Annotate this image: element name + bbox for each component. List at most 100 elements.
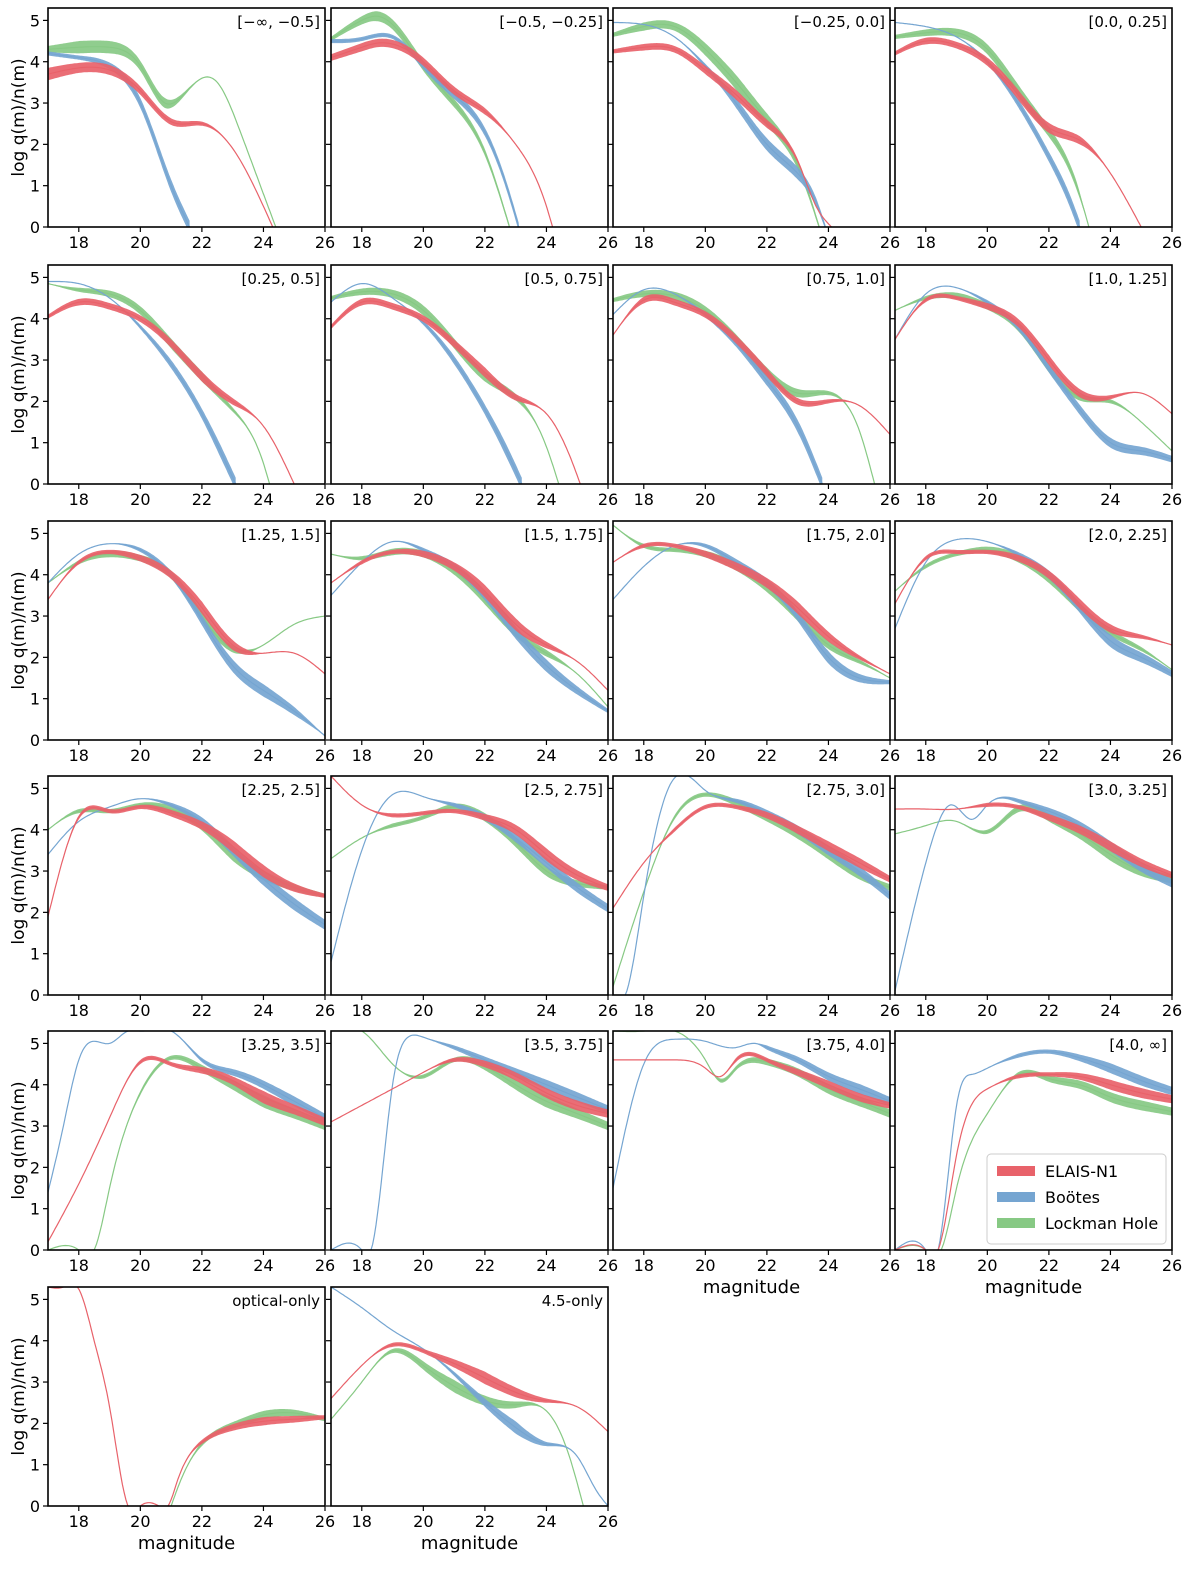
- series-lh: [613, 20, 820, 227]
- x-tick-label: 18: [352, 1001, 372, 1020]
- series-lh-band: [895, 804, 1172, 884]
- series-en1-line: [895, 39, 1142, 227]
- panel-label: [1.75, 2.0]: [807, 526, 886, 544]
- series-bootes-band: [48, 543, 325, 736]
- series-lh-band: [613, 20, 820, 227]
- plot-area: [895, 537, 1172, 678]
- x-tick-label: 20: [130, 233, 150, 252]
- panel-label: [4.0, ∞]: [1109, 1036, 1167, 1054]
- panel-9: 18 20 22 24 26 [1.5, 1.75]: [326, 520, 618, 765]
- x-tick-label: 20: [413, 1512, 433, 1531]
- x-tick-label: 20: [413, 746, 433, 765]
- series-en1: [895, 549, 1172, 646]
- panel-6: 18 20 22 24 26 [0.75, 1.0]: [608, 264, 900, 509]
- axes-frame: [612, 1030, 891, 1251]
- y-tick-label: 2: [30, 648, 40, 667]
- plot-area: [331, 540, 608, 714]
- x-tick-label: 18: [69, 1256, 89, 1275]
- series-lh-band: [331, 11, 510, 227]
- x-tick-label: 22: [475, 1001, 495, 1020]
- y-axis-label: log q(m)/n(m): [9, 1081, 29, 1199]
- y-axis-label: log q(m)/n(m): [9, 1337, 29, 1455]
- x-tick-label: 22: [1039, 746, 1059, 765]
- panel-label: 4.5-only: [542, 1292, 603, 1310]
- plot-area: [331, 1287, 608, 1506]
- plot-area: [895, 21, 1142, 227]
- x-tick-label: 22: [192, 1512, 212, 1531]
- series-lh: [613, 289, 876, 484]
- axes-frame: [47, 520, 326, 741]
- axes-frame: [330, 1030, 609, 1251]
- y-tick-label: 5: [30, 524, 40, 543]
- series-bootes-band: [331, 1035, 608, 1250]
- axes-frame: [47, 1030, 326, 1251]
- x-tick-label: 18: [69, 1001, 89, 1020]
- panel-13: 18 20 22 24 26 [2.5, 2.75]: [326, 775, 618, 1020]
- series-en1-band: [613, 802, 890, 909]
- axes-frame: [330, 264, 609, 485]
- axes-frame: [894, 775, 1173, 996]
- panel-label: [3.5, 3.75]: [525, 1036, 604, 1054]
- series-en1: [48, 298, 295, 484]
- series-lh: [331, 287, 560, 484]
- legend-label-lh: Lockman Hole: [1045, 1214, 1158, 1233]
- x-tick-label: 22: [192, 1001, 212, 1020]
- panel-label: [2.25, 2.5]: [242, 781, 321, 799]
- panel-label: [1.0, 1.25]: [1089, 270, 1168, 288]
- x-tick-label: 24: [818, 490, 838, 509]
- x-tick-label: 22: [1039, 1001, 1059, 1020]
- y-tick-label: 4: [30, 53, 40, 72]
- axes-frame: [330, 520, 609, 741]
- series-en1: [331, 38, 554, 227]
- x-tick-label: 18: [352, 1256, 372, 1275]
- panel-17: 18 20 22 24 26 [3.5, 3.75]: [326, 1030, 618, 1275]
- x-tick-label: 20: [413, 490, 433, 509]
- axes-frame: [894, 7, 1173, 228]
- y-tick-label: 3: [30, 351, 40, 370]
- x-tick-label: 26: [315, 233, 335, 252]
- x-tick-label: 22: [475, 233, 495, 252]
- panel-20: 18 20 22 24 26 0 1 2 3 4 5 optical-only log q(m)/n(m…: [9, 1286, 335, 1554]
- x-tick-label: 24: [253, 1256, 273, 1275]
- series-en1: [331, 1342, 608, 1433]
- x-tick-label: 18: [69, 233, 89, 252]
- axes-frame: [330, 7, 609, 228]
- axes-frame: [47, 1286, 326, 1507]
- x-tick-label: 20: [977, 1256, 997, 1275]
- x-tick-label: 26: [598, 746, 618, 765]
- x-tick-label: 24: [536, 1256, 556, 1275]
- x-tick-label: 22: [757, 1256, 777, 1275]
- series-lh-line: [331, 290, 560, 484]
- x-tick-label: 22: [475, 746, 495, 765]
- x-tick-label: 26: [880, 490, 900, 509]
- series-en1: [613, 802, 890, 909]
- x-tick-label: 26: [1162, 1001, 1182, 1020]
- legend-swatch-lh: [997, 1218, 1035, 1228]
- x-tick-label: 20: [130, 1001, 150, 1020]
- x-tick-label: 24: [818, 746, 838, 765]
- panel-label: [2.5, 2.75]: [525, 781, 604, 799]
- series-lh-band: [895, 292, 1172, 451]
- plot-area: [895, 285, 1172, 463]
- y-tick-label: 2: [30, 1158, 40, 1177]
- panel-label: [1.25, 1.5]: [242, 526, 321, 544]
- series-en1: [331, 548, 608, 691]
- series-lh-band: [895, 27, 1089, 227]
- axes-frame: [894, 1030, 1173, 1251]
- panel-2: 18 20 22 24 26 [−0.25, 0.0]: [608, 7, 900, 252]
- axes-frame: [612, 264, 891, 485]
- series-lh-line: [48, 1056, 325, 1250]
- series-lh-band: [48, 1055, 325, 1250]
- series-en1-band: [331, 548, 608, 691]
- series-en1-band: [48, 1055, 325, 1242]
- x-tick-label: 26: [1162, 233, 1182, 252]
- y-tick-label: 1: [30, 1456, 40, 1475]
- x-tick-label: 18: [916, 233, 936, 252]
- series-bootes: [613, 776, 890, 995]
- x-tick-label: 20: [130, 490, 150, 509]
- panel-label: [2.75, 3.0]: [807, 781, 886, 799]
- series-en1: [48, 549, 325, 675]
- panel-8: 18 20 22 24 26 0 1 2 3 4 5 [1.25, 1.5] log q(m)/n(m): [9, 520, 335, 765]
- series-lh-line: [48, 283, 271, 484]
